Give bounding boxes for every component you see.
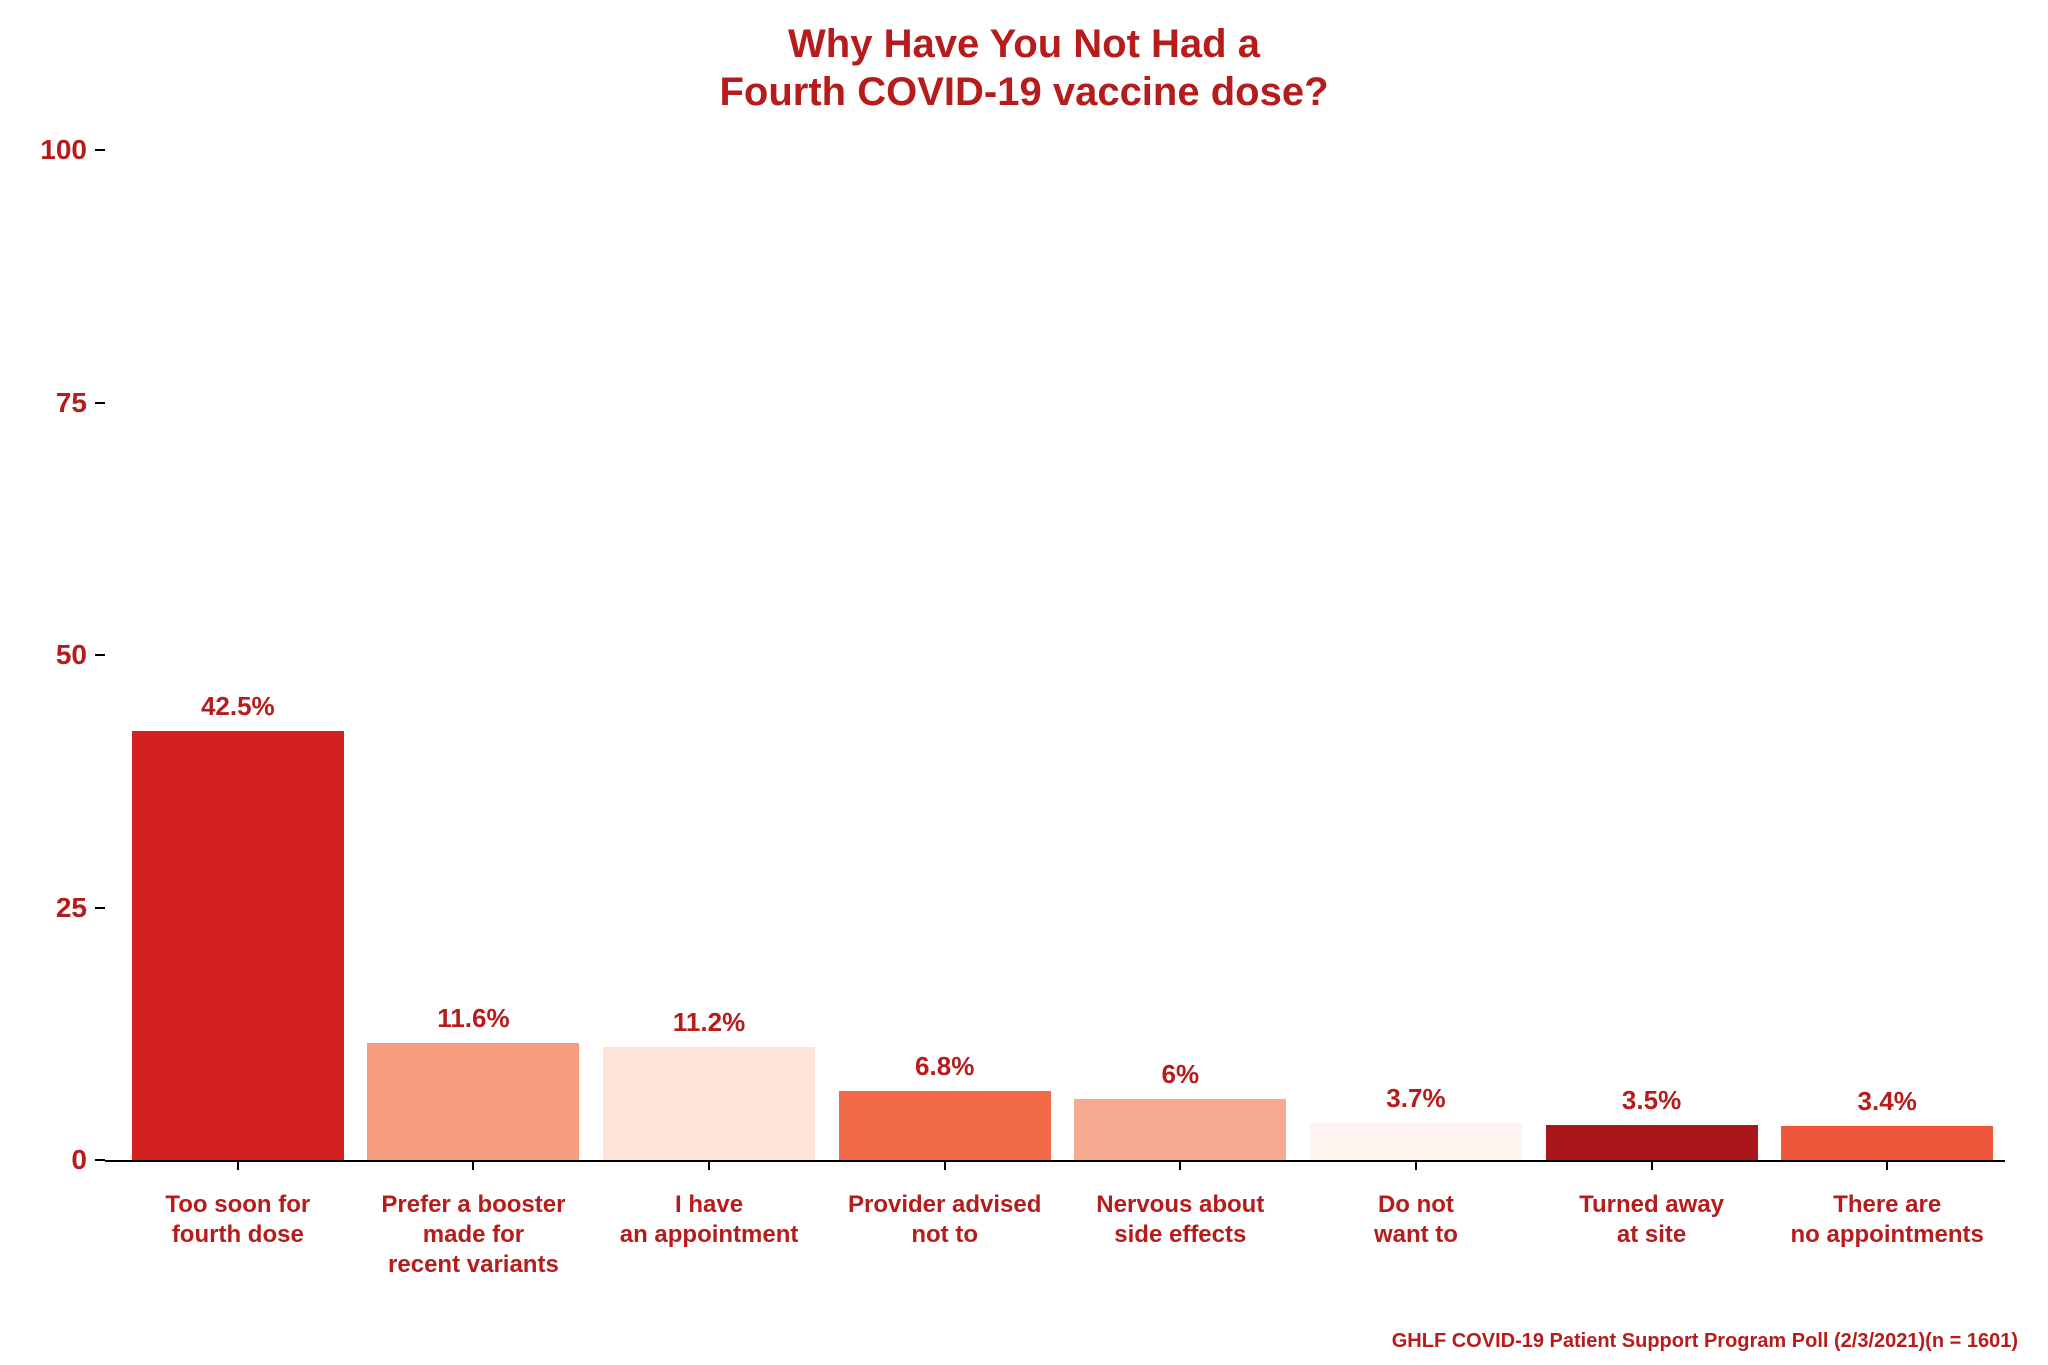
x-tick-mark [708, 1162, 710, 1170]
bar [1546, 1125, 1758, 1160]
x-tick-mark [1886, 1162, 1888, 1170]
y-tick-label: 50 [56, 639, 87, 671]
x-category-label: Too soon for fourth dose [115, 1190, 361, 1250]
chart-caption: GHLF COVID-19 Patient Support Program Po… [1392, 1330, 2018, 1353]
x-category-label: I have an appointment [586, 1190, 832, 1250]
bar-value-label: 11.6% [356, 1003, 592, 1034]
bar-value-label: 42.5% [120, 691, 356, 722]
bar [839, 1091, 1051, 1160]
bar-value-label: 6.8% [827, 1051, 1063, 1082]
bar-value-label: 3.7% [1298, 1083, 1534, 1114]
y-tick-label: 75 [56, 387, 87, 419]
bar-value-label: 11.2% [591, 1007, 827, 1038]
y-tick-mark [95, 402, 105, 404]
x-category-label: Turned away at site [1529, 1190, 1775, 1250]
chart-title: Why Have You Not Had a Fourth COVID-19 v… [0, 20, 2048, 116]
bar-chart: Why Have You Not Had a Fourth COVID-19 v… [0, 0, 2048, 1365]
x-tick-mark [237, 1162, 239, 1170]
bar [1310, 1123, 1522, 1160]
x-tick-mark [1179, 1162, 1181, 1170]
y-tick-mark [95, 907, 105, 909]
y-tick-mark [95, 654, 105, 656]
x-tick-mark [472, 1162, 474, 1170]
bar [1074, 1099, 1286, 1160]
bar [132, 731, 344, 1160]
x-category-label: Provider advised not to [822, 1190, 1068, 1250]
y-tick-label: 100 [40, 134, 87, 166]
y-tick-mark [95, 149, 105, 151]
x-tick-mark [1651, 1162, 1653, 1170]
x-tick-mark [1415, 1162, 1417, 1170]
x-category-label: Prefer a booster made for recent variant… [351, 1190, 597, 1280]
y-tick-mark [95, 1159, 105, 1161]
x-category-label: There are no appointments [1764, 1190, 2010, 1250]
x-tick-mark [944, 1162, 946, 1170]
bar [1781, 1126, 1993, 1160]
bar-value-label: 3.4% [1769, 1086, 2005, 1117]
y-tick-label: 0 [71, 1144, 87, 1176]
bar [367, 1043, 579, 1160]
x-axis-line [105, 1160, 2005, 1162]
bar-value-label: 3.5% [1534, 1085, 1770, 1116]
bar-value-label: 6% [1063, 1059, 1299, 1090]
x-category-label: Nervous about side effects [1058, 1190, 1304, 1250]
bar [603, 1047, 815, 1160]
y-tick-label: 25 [56, 892, 87, 924]
x-category-label: Do not want to [1293, 1190, 1539, 1250]
